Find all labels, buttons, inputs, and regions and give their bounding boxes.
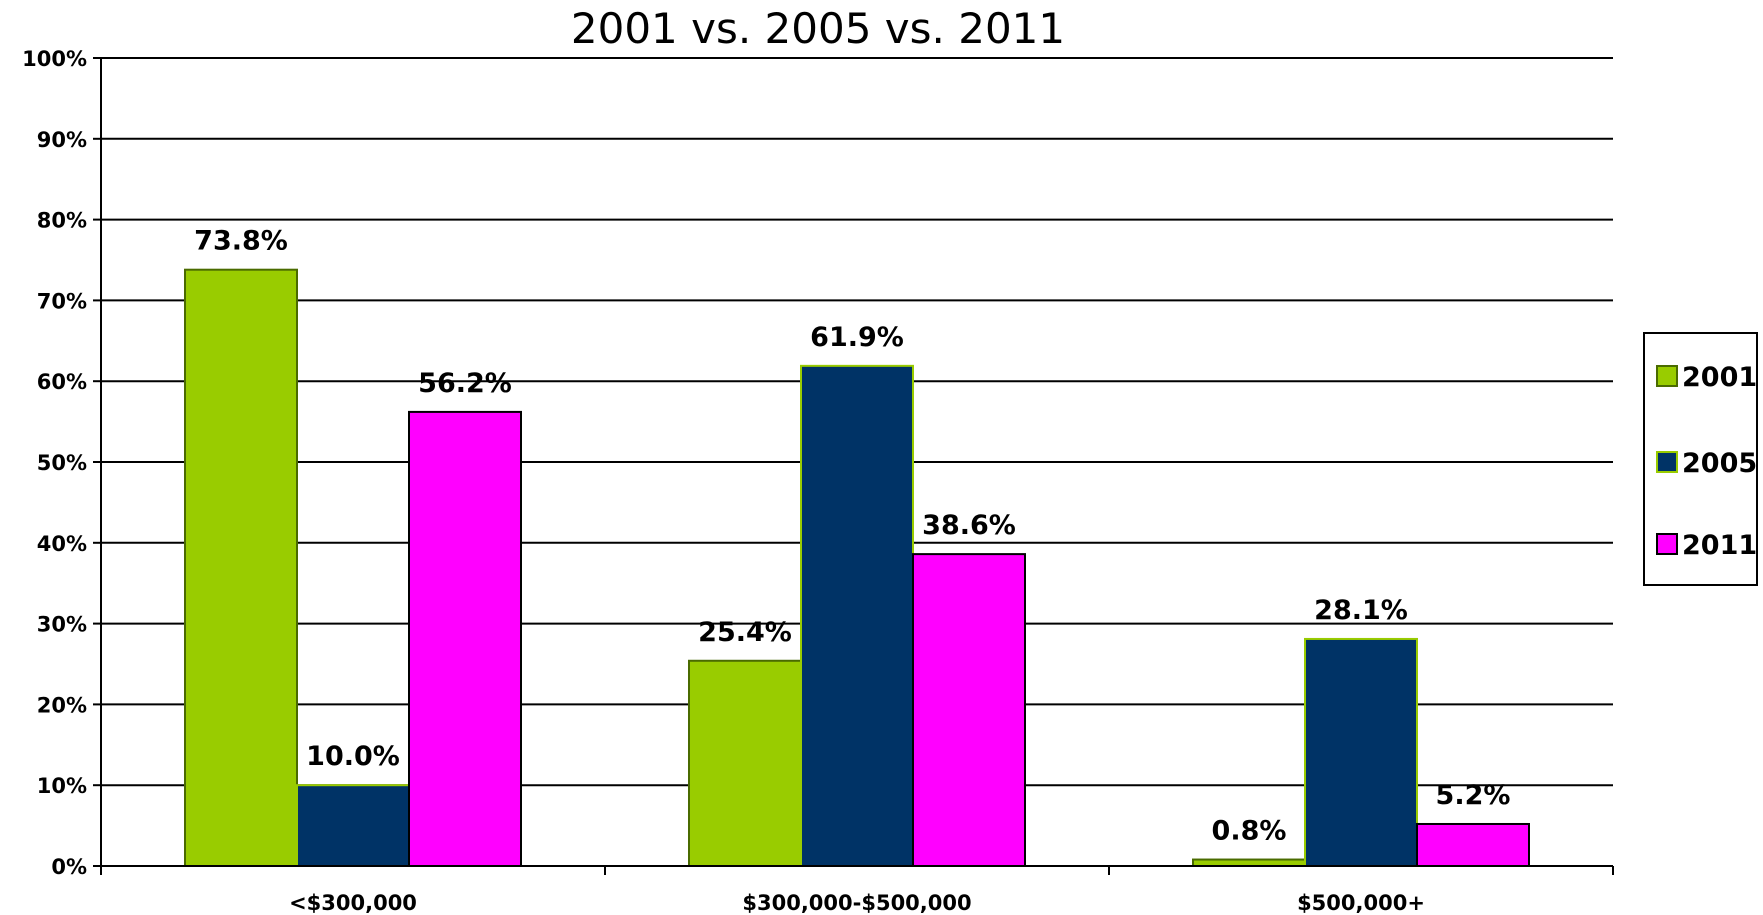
legend-swatch-2005 [1656, 451, 1678, 473]
y-tick-label: 40% [37, 532, 87, 556]
x-axis-categories: <$300,000 $300,000-$500,000 $500,000+ [289, 891, 1425, 915]
x-category-label: $300,000-$500,000 [742, 891, 971, 915]
y-tick-label: 20% [37, 693, 87, 717]
x-category-label: <$300,000 [289, 891, 417, 915]
y-tick-label: 70% [37, 289, 87, 313]
y-tick-label: 10% [37, 774, 87, 798]
legend-label-2001: 2001 [1682, 362, 1757, 393]
legend-swatch-2001 [1656, 365, 1678, 387]
data-label: 10.0% [306, 741, 400, 772]
bar-2011-2 [1416, 822, 1530, 868]
legend: 2001 2005 2011 [1643, 332, 1758, 586]
data-label: 28.1% [1314, 595, 1408, 626]
data-label: 56.2% [418, 368, 512, 399]
legend-label-2005: 2005 [1682, 448, 1757, 479]
data-label: 73.8% [194, 226, 288, 257]
legend-swatch-2011 [1656, 533, 1678, 555]
bars [184, 268, 1530, 868]
y-tick-label: 90% [37, 128, 87, 152]
bar-2001-1 [688, 659, 802, 867]
bar-2005-0 [296, 784, 410, 868]
y-tick-label: 30% [37, 613, 87, 637]
y-tick-label: 0% [51, 855, 87, 879]
y-tick-label: 50% [37, 451, 87, 475]
bar-2011-0 [408, 410, 522, 867]
y-tick-label: 80% [37, 209, 87, 233]
data-label: 0.8% [1212, 816, 1287, 847]
y-axis-ticks: 0% 10% 20% 30% 40% 50% 60% 70% 80% 90% 100% [22, 47, 101, 879]
chart-title: 2001 vs. 2005 vs. 2011 [571, 4, 1065, 53]
data-label: 25.4% [698, 617, 792, 648]
data-label: 38.6% [922, 510, 1016, 541]
data-label: 5.2% [1436, 780, 1511, 811]
x-category-label: $500,000+ [1297, 891, 1425, 915]
bar-2001-0 [184, 268, 298, 868]
bar-2005-1 [800, 364, 914, 867]
bar-2011-1 [912, 553, 1026, 867]
y-tick-label: 100% [22, 47, 87, 71]
data-label: 61.9% [810, 322, 904, 353]
bar-2005-2 [1304, 637, 1418, 868]
legend-label-2011: 2011 [1682, 530, 1757, 561]
data-labels: 73.8% 10.0% 56.2% 25.4% 61.9% 38.6% 0.8% 28.1% 5… [194, 226, 1510, 847]
y-tick-label: 60% [37, 370, 87, 394]
